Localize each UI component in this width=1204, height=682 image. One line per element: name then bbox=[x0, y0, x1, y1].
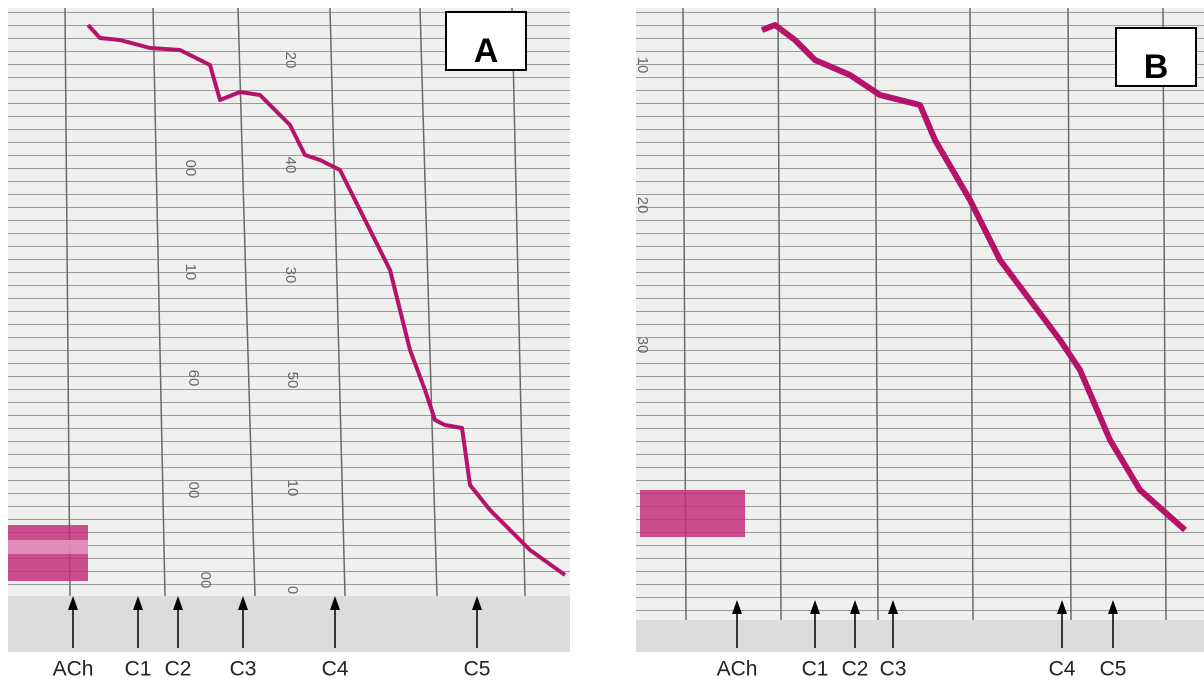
baseline-noise bbox=[8, 540, 88, 554]
marker-arrowhead bbox=[238, 596, 248, 610]
marker-label: C3 bbox=[230, 658, 257, 681]
marker-label: C3 bbox=[880, 658, 907, 681]
marker-label: C4 bbox=[1049, 658, 1076, 681]
marker-label: ACh bbox=[717, 658, 758, 681]
scale-label: 60 bbox=[185, 370, 202, 387]
marker-arrowhead bbox=[810, 600, 820, 614]
marker-arrowhead bbox=[1057, 600, 1067, 614]
scale-label: 30 bbox=[282, 267, 299, 284]
scale-label: 50 bbox=[284, 372, 301, 389]
scale-label: 0 bbox=[284, 586, 301, 594]
marker-arrowhead bbox=[173, 596, 183, 610]
scale-label: 00 bbox=[185, 482, 202, 499]
panel-a bbox=[8, 7, 570, 652]
marker-arrowhead bbox=[330, 596, 340, 610]
scale-label: 10 bbox=[634, 57, 651, 74]
panel-label: B bbox=[1144, 48, 1169, 86]
panel-label: A bbox=[474, 32, 499, 70]
marker-arrowhead bbox=[68, 596, 78, 610]
trace bbox=[86, 23, 567, 577]
scale-label: 10 bbox=[284, 480, 301, 497]
trace bbox=[760, 22, 1187, 533]
marker-label: C4 bbox=[322, 658, 349, 681]
scale-label: 20 bbox=[282, 52, 299, 69]
scale-label: 30 bbox=[634, 337, 651, 354]
scale-label: 00 bbox=[182, 160, 199, 177]
scale-label: 10 bbox=[182, 264, 199, 281]
panel-b bbox=[636, 7, 1204, 652]
paper-strip bbox=[8, 596, 570, 652]
scale-label: 40 bbox=[282, 157, 299, 174]
marker-label: C2 bbox=[842, 658, 869, 681]
baseline-noise bbox=[640, 490, 745, 537]
time-lines bbox=[64, 7, 526, 597]
marker-arrowhead bbox=[133, 596, 143, 610]
marker-label: C1 bbox=[125, 658, 152, 681]
scale-label: 20 bbox=[634, 197, 651, 214]
paper-strip bbox=[636, 620, 1204, 652]
marker-label: C2 bbox=[165, 658, 192, 681]
panel-label-box bbox=[445, 11, 527, 71]
marker-arrowhead bbox=[850, 600, 860, 614]
marker-label: C5 bbox=[1100, 658, 1127, 681]
scale-label: 00 bbox=[197, 572, 214, 589]
marker-arrowhead bbox=[472, 596, 482, 610]
marker-arrowhead bbox=[1108, 600, 1118, 614]
marker-arrowhead bbox=[888, 600, 898, 614]
marker-label: C5 bbox=[464, 658, 491, 681]
chart-paper bbox=[8, 8, 570, 596]
marker-label: C1 bbox=[802, 658, 829, 681]
marker-label: ACh bbox=[53, 658, 94, 681]
marker-arrowhead bbox=[732, 600, 742, 614]
panel-label-box bbox=[1115, 27, 1197, 87]
